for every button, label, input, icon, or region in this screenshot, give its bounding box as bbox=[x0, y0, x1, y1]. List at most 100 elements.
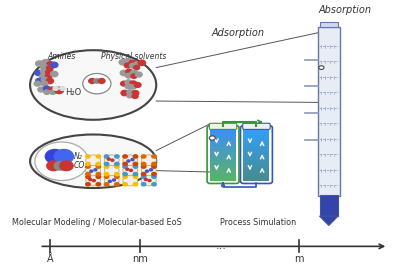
Circle shape bbox=[86, 155, 100, 165]
Bar bbox=[210, 138, 236, 140]
Circle shape bbox=[107, 158, 110, 160]
Bar bbox=[244, 141, 270, 143]
Text: Absorption: Absorption bbox=[319, 5, 372, 15]
Bar bbox=[244, 177, 270, 178]
Bar bbox=[244, 136, 270, 137]
Bar bbox=[244, 169, 270, 171]
Circle shape bbox=[38, 87, 44, 92]
Circle shape bbox=[142, 172, 146, 176]
Circle shape bbox=[86, 183, 90, 186]
Bar bbox=[210, 149, 236, 150]
Circle shape bbox=[36, 78, 43, 84]
Circle shape bbox=[133, 172, 138, 176]
Bar bbox=[210, 146, 236, 147]
Bar bbox=[244, 174, 270, 175]
Circle shape bbox=[60, 161, 73, 171]
Bar bbox=[244, 168, 270, 169]
Circle shape bbox=[96, 162, 100, 165]
Circle shape bbox=[127, 160, 130, 162]
Bar bbox=[244, 143, 270, 144]
Bar bbox=[210, 166, 236, 167]
Bar bbox=[210, 136, 236, 137]
Bar bbox=[210, 154, 236, 156]
Circle shape bbox=[46, 69, 53, 75]
Circle shape bbox=[53, 87, 58, 90]
Bar bbox=[210, 135, 236, 136]
Circle shape bbox=[49, 87, 55, 92]
Bar bbox=[244, 132, 270, 133]
Circle shape bbox=[86, 165, 90, 168]
Bar bbox=[244, 157, 270, 158]
Circle shape bbox=[92, 179, 95, 182]
Polygon shape bbox=[320, 216, 338, 225]
Bar bbox=[210, 147, 236, 148]
Bar bbox=[244, 154, 270, 156]
Circle shape bbox=[134, 65, 140, 70]
Circle shape bbox=[123, 155, 127, 158]
Bar bbox=[210, 129, 236, 130]
Circle shape bbox=[36, 61, 43, 66]
Circle shape bbox=[133, 162, 138, 165]
Circle shape bbox=[132, 91, 139, 95]
Bar bbox=[244, 175, 270, 176]
Circle shape bbox=[94, 169, 97, 171]
Bar bbox=[244, 139, 270, 141]
Circle shape bbox=[89, 178, 92, 180]
Circle shape bbox=[86, 155, 90, 158]
Bar bbox=[210, 153, 236, 155]
Circle shape bbox=[150, 169, 152, 171]
Bar bbox=[244, 151, 270, 153]
Circle shape bbox=[152, 162, 156, 165]
Circle shape bbox=[126, 73, 132, 78]
Bar bbox=[210, 171, 236, 173]
Bar bbox=[244, 172, 270, 174]
Bar bbox=[210, 172, 236, 174]
Text: H₂O: H₂O bbox=[65, 88, 82, 97]
Text: Adsorption: Adsorption bbox=[211, 28, 264, 38]
Bar bbox=[244, 166, 270, 167]
Bar bbox=[244, 148, 270, 149]
Bar bbox=[210, 141, 236, 143]
Circle shape bbox=[40, 74, 46, 79]
Text: Å: Å bbox=[47, 254, 54, 264]
Circle shape bbox=[125, 84, 132, 89]
Bar bbox=[244, 162, 270, 163]
Circle shape bbox=[133, 165, 138, 168]
Circle shape bbox=[115, 165, 119, 168]
Circle shape bbox=[123, 162, 127, 165]
Circle shape bbox=[104, 155, 119, 165]
Circle shape bbox=[54, 87, 64, 94]
Circle shape bbox=[86, 162, 90, 165]
Circle shape bbox=[111, 159, 114, 161]
Circle shape bbox=[134, 83, 141, 87]
Circle shape bbox=[46, 78, 54, 84]
Circle shape bbox=[115, 155, 119, 158]
Bar bbox=[210, 133, 236, 134]
Bar bbox=[244, 149, 270, 150]
Bar bbox=[210, 167, 236, 168]
Circle shape bbox=[96, 155, 100, 158]
Circle shape bbox=[123, 172, 127, 176]
Circle shape bbox=[50, 71, 58, 77]
FancyBboxPatch shape bbox=[209, 123, 237, 129]
Circle shape bbox=[90, 170, 93, 172]
Circle shape bbox=[104, 172, 109, 176]
Circle shape bbox=[123, 165, 138, 176]
Circle shape bbox=[152, 155, 156, 158]
Circle shape bbox=[86, 165, 100, 176]
Circle shape bbox=[123, 175, 127, 178]
Bar bbox=[244, 130, 270, 131]
Circle shape bbox=[104, 175, 119, 186]
Bar bbox=[244, 176, 270, 177]
Circle shape bbox=[132, 94, 138, 98]
Circle shape bbox=[46, 66, 53, 70]
Bar bbox=[244, 153, 270, 155]
Circle shape bbox=[142, 162, 146, 165]
Circle shape bbox=[142, 165, 156, 176]
Circle shape bbox=[123, 175, 138, 186]
Circle shape bbox=[123, 183, 127, 186]
Bar bbox=[244, 145, 270, 146]
Circle shape bbox=[142, 155, 156, 165]
Bar bbox=[244, 150, 270, 151]
Circle shape bbox=[148, 179, 151, 182]
